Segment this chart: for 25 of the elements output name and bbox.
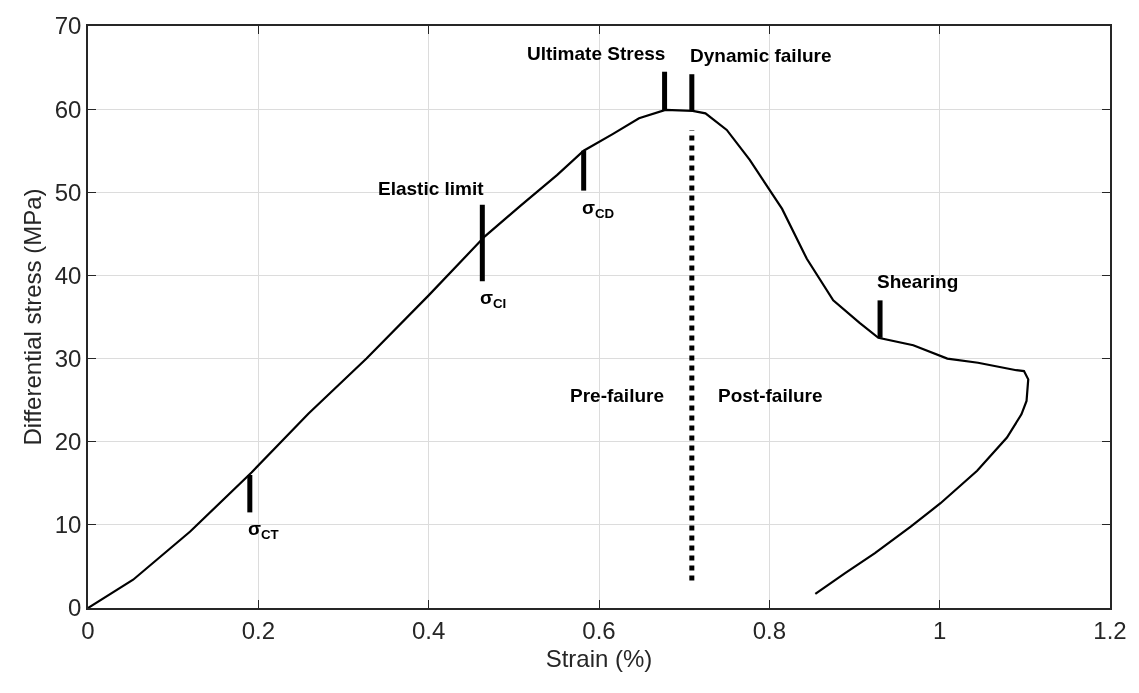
- annotation: σ$_{CD}$: [582, 197, 615, 221]
- x-tick-label: 0.6: [582, 616, 616, 644]
- annotation: Shearing: [877, 271, 959, 292]
- x-tick-label: 0.4: [411, 616, 446, 644]
- x-tick-label: 0.8: [752, 616, 787, 644]
- y-tick-label: 50: [54, 178, 82, 206]
- x-tick-label: 1: [932, 616, 947, 644]
- y-tick-label: 10: [54, 511, 82, 539]
- annotation: σ$_{CT}$: [248, 518, 279, 542]
- x-tick-label: 0.2: [241, 616, 276, 644]
- y-tick-label: 0: [68, 594, 82, 622]
- annotation: Post-failure: [718, 385, 823, 406]
- y-tick-label: 30: [54, 344, 82, 372]
- annotation: Dynamic failure: [690, 45, 832, 66]
- annotation: σ$_{CI}$: [480, 287, 507, 311]
- annotation: Pre-failure: [570, 385, 664, 406]
- y-tick-label: 70: [54, 12, 82, 40]
- annotation: Ultimate Stress: [527, 43, 666, 64]
- y-axis-title: Differential stress (MPa): [19, 188, 47, 446]
- y-tick-label: 40: [54, 261, 82, 289]
- x-tick-label: 1.2: [1093, 616, 1127, 644]
- y-tick-label: 60: [54, 95, 82, 123]
- annotation: Elastic limit: [378, 178, 485, 199]
- x-axis-title: Strain (%): [545, 645, 653, 673]
- y-tick-label: 20: [54, 428, 82, 456]
